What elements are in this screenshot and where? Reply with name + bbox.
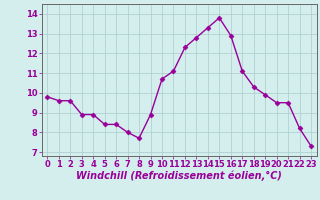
X-axis label: Windchill (Refroidissement éolien,°C): Windchill (Refroidissement éolien,°C) [76, 171, 282, 181]
